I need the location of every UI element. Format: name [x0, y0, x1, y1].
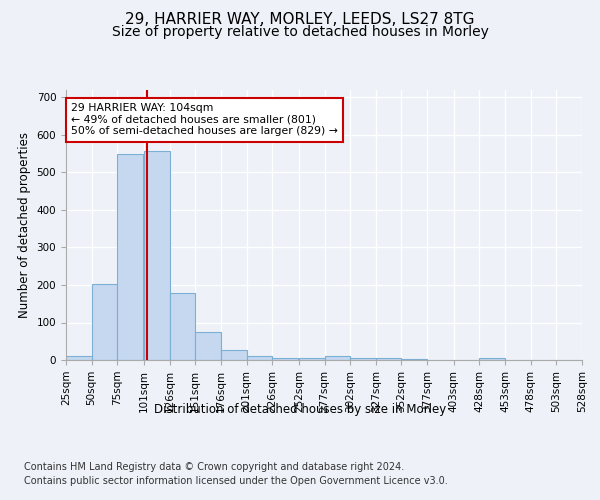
Bar — [247, 356, 272, 360]
Bar — [117, 154, 143, 360]
Bar — [376, 358, 401, 360]
Text: Size of property relative to detached houses in Morley: Size of property relative to detached ho… — [112, 25, 488, 39]
Bar — [401, 359, 427, 360]
Text: 29 HARRIER WAY: 104sqm
← 49% of detached houses are smaller (801)
50% of semi-de: 29 HARRIER WAY: 104sqm ← 49% of detached… — [71, 103, 338, 136]
Bar — [325, 356, 350, 360]
Bar — [92, 284, 117, 360]
Bar — [272, 358, 298, 360]
Bar — [299, 358, 325, 360]
Bar — [144, 151, 170, 360]
Text: Distribution of detached houses by size in Morley: Distribution of detached houses by size … — [154, 402, 446, 415]
Y-axis label: Number of detached properties: Number of detached properties — [18, 132, 31, 318]
Bar — [479, 358, 505, 360]
Text: Contains public sector information licensed under the Open Government Licence v3: Contains public sector information licen… — [24, 476, 448, 486]
Bar — [221, 350, 247, 360]
Bar — [170, 293, 195, 360]
Text: Contains HM Land Registry data © Crown copyright and database right 2024.: Contains HM Land Registry data © Crown c… — [24, 462, 404, 472]
Bar — [350, 358, 376, 360]
Text: 29, HARRIER WAY, MORLEY, LEEDS, LS27 8TG: 29, HARRIER WAY, MORLEY, LEEDS, LS27 8TG — [125, 12, 475, 28]
Bar — [66, 356, 92, 360]
Bar — [195, 332, 221, 360]
